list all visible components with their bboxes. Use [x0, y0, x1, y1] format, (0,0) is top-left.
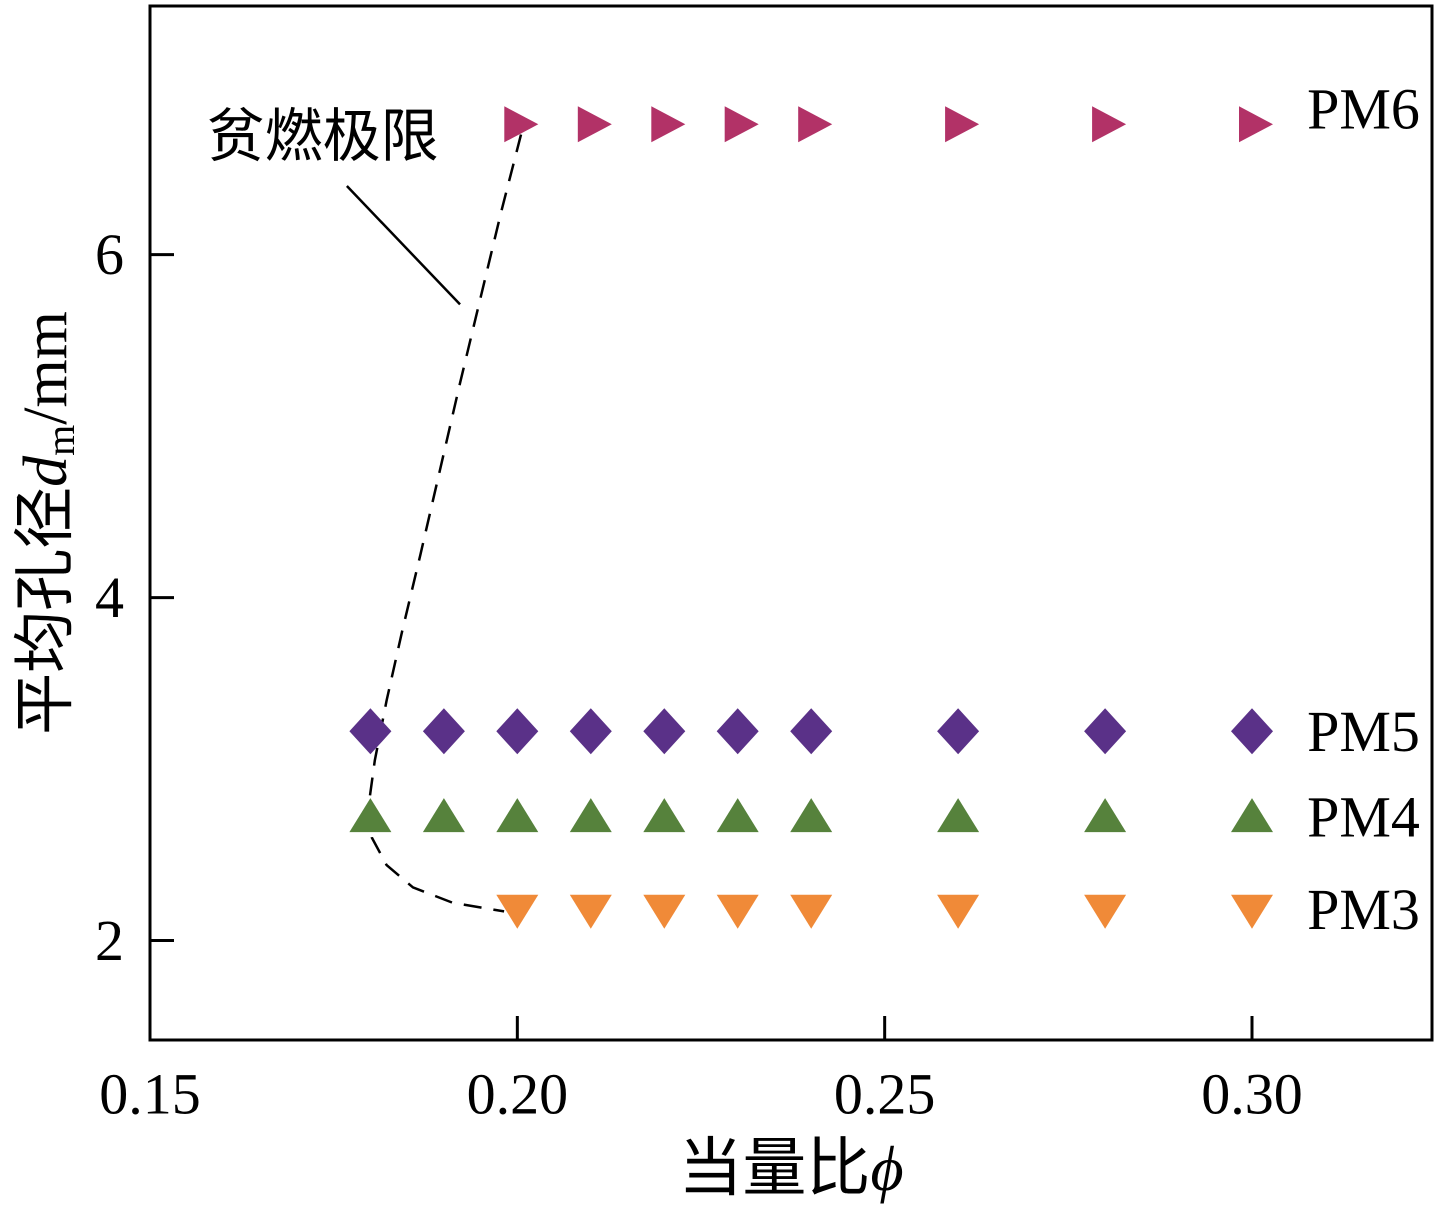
y-tick-label: 2: [95, 908, 124, 973]
lean-limit-curve: [367, 134, 523, 913]
marker-PM5: [1084, 708, 1127, 755]
marker-PM5: [349, 708, 392, 755]
series-label-PM4: PM4: [1307, 785, 1420, 850]
y-tick-label: 4: [95, 565, 124, 630]
marker-PM4: [1231, 798, 1273, 833]
marker-PM6: [577, 106, 612, 143]
marker-PM6: [945, 106, 980, 143]
x-tick-label: 0.15: [99, 1062, 201, 1127]
marker-PM5: [790, 708, 833, 755]
marker-PM6: [724, 106, 759, 143]
marker-PM4: [937, 798, 980, 833]
x-tick-label: 0.20: [467, 1062, 569, 1127]
marker-PM6: [1092, 106, 1127, 143]
x-axis-label: 当量比ϕ: [678, 1133, 903, 1204]
annotation-leader-line: [345, 185, 461, 306]
marker-PM3: [937, 894, 980, 929]
marker-PM3: [643, 894, 686, 929]
series-PM5: PM5: [349, 699, 1420, 764]
plot-frame: [148, 4, 1434, 1042]
series-label-PM5: PM5: [1307, 699, 1420, 764]
marker-PM6: [798, 106, 833, 143]
marker-PM4: [349, 798, 392, 833]
marker-PM5: [569, 708, 612, 755]
x-tick-label: 0.25: [834, 1062, 936, 1127]
series-PM4: PM4: [349, 785, 1420, 850]
marker-PM5: [496, 708, 539, 755]
marker-PM5: [422, 708, 465, 755]
marker-PM4: [496, 798, 539, 833]
series-PM3: PM3: [496, 877, 1420, 942]
marker-PM5: [643, 708, 686, 755]
y-tick-label: 6: [95, 222, 124, 287]
marker-PM6: [651, 106, 686, 143]
annotation-lean-limit: 贫燃极限: [207, 104, 439, 169]
marker-PM5: [1231, 708, 1273, 755]
series-label-PM6: PM6: [1307, 76, 1420, 141]
marker-PM6: [1239, 106, 1273, 143]
marker-PM4: [1084, 798, 1127, 833]
marker-PM5: [937, 708, 980, 755]
marker-PM3: [1231, 894, 1273, 929]
marker-PM3: [496, 894, 539, 929]
marker-PM5: [716, 708, 759, 755]
marker-PM3: [1084, 894, 1127, 929]
marker-PM3: [716, 894, 759, 929]
marker-PM4: [643, 798, 686, 833]
marker-PM3: [790, 894, 833, 929]
marker-PM6: [504, 106, 539, 143]
y-axis-label: 平均孔径dm/mm: [12, 311, 83, 735]
marker-PM3: [569, 894, 612, 929]
marker-PM4: [422, 798, 465, 833]
series-PM6: PM6: [504, 76, 1420, 143]
series-label-PM3: PM3: [1307, 877, 1420, 942]
marker-PM4: [569, 798, 612, 833]
marker-PM4: [716, 798, 759, 833]
x-tick-label: 0.30: [1201, 1062, 1303, 1127]
marker-PM4: [790, 798, 833, 833]
